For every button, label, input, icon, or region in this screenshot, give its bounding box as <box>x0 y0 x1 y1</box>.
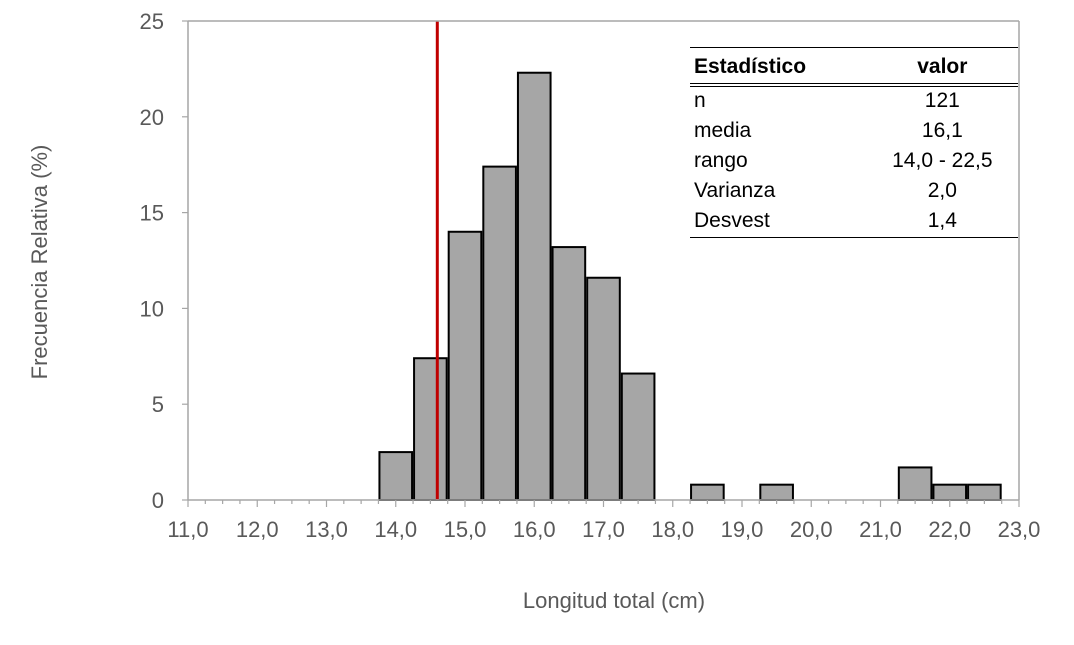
x-tick-label: 18,0 <box>651 517 694 542</box>
histogram-bar <box>932 483 968 501</box>
stat-value: 2,0 <box>927 179 957 202</box>
x-tick-label: 23,0 <box>998 517 1041 542</box>
axes-group <box>182 20 1020 507</box>
statistics-table: Estadístico valor n 121 media 16,1 rango… <box>690 47 1018 238</box>
histogram-bar <box>759 483 794 501</box>
stat-value: 1,4 <box>862 207 1018 238</box>
stat-value: 16,1 <box>921 119 963 142</box>
y-tick-label: 5 <box>152 392 164 417</box>
stat-name: media <box>694 119 752 142</box>
stat-name: Desvest <box>690 207 863 238</box>
histogram-bar <box>690 483 725 501</box>
stat-name: rango <box>694 149 748 172</box>
y-tick-label: 10 <box>140 296 164 321</box>
x-tick-label: 19,0 <box>721 517 764 542</box>
y-tick-label: 15 <box>140 201 164 226</box>
x-tick-label: 11,0 <box>167 517 208 542</box>
bars-group <box>378 71 1002 502</box>
table-row: n 121 <box>690 85 1018 117</box>
x-tick-label: 12,0 <box>236 517 279 542</box>
histogram-bar <box>482 165 517 501</box>
x-tick-label: 22,0 <box>928 517 971 542</box>
histogram-bar <box>447 230 483 501</box>
x-tick-label: 16,0 <box>513 517 556 542</box>
table-header-row: Estadístico valor <box>690 47 1018 87</box>
histogram-bar <box>378 451 414 502</box>
y-tick-labels: 0 5 10 15 20 25 <box>140 9 164 513</box>
histogram-bar <box>897 466 933 502</box>
table-row: media 16,1 <box>690 117 1018 147</box>
header-statistic: Estadístico <box>690 47 863 87</box>
x-tick-label: 14,0 <box>374 517 417 542</box>
x-tick-label: 17,0 <box>582 517 625 542</box>
table-row: rango 14,0 - 22,5 <box>690 147 1018 177</box>
x-tick-label: 15,0 <box>444 517 487 542</box>
histogram-bar <box>551 246 587 501</box>
y-tick-label: 20 <box>140 105 164 130</box>
stat-name: Varianza <box>694 179 776 202</box>
x-tick-labels: 11,0 12,0 13,0 14,0 15,0 16,0 17,0 18,0 19,0 20,0… <box>167 517 1040 542</box>
table-row: Desvest 1,4 <box>690 207 1018 238</box>
histogram-bar <box>413 357 448 501</box>
x-tick-label: 21,0 <box>859 517 902 542</box>
header-value: valor <box>862 47 1018 87</box>
y-tick-label: 0 <box>152 488 164 513</box>
y-axis-title: Frecuencia Relativa (%) <box>27 145 52 380</box>
histogram-bar <box>967 483 1002 501</box>
histogram-bar <box>620 372 656 502</box>
stat-name: n <box>694 89 706 112</box>
stat-value: 14,0 - 22,5 <box>892 149 993 172</box>
histogram-bar <box>516 71 552 502</box>
x-axis-title: Longitud total (cm) <box>523 588 705 613</box>
table-row: Varianza 2,0 <box>690 177 1018 207</box>
x-tick-label: 20,0 <box>790 517 833 542</box>
x-tick-label: 13,0 <box>305 517 348 542</box>
stat-value: 121 <box>924 89 960 112</box>
y-tick-label: 25 <box>140 9 164 34</box>
histogram-bar <box>586 276 621 501</box>
